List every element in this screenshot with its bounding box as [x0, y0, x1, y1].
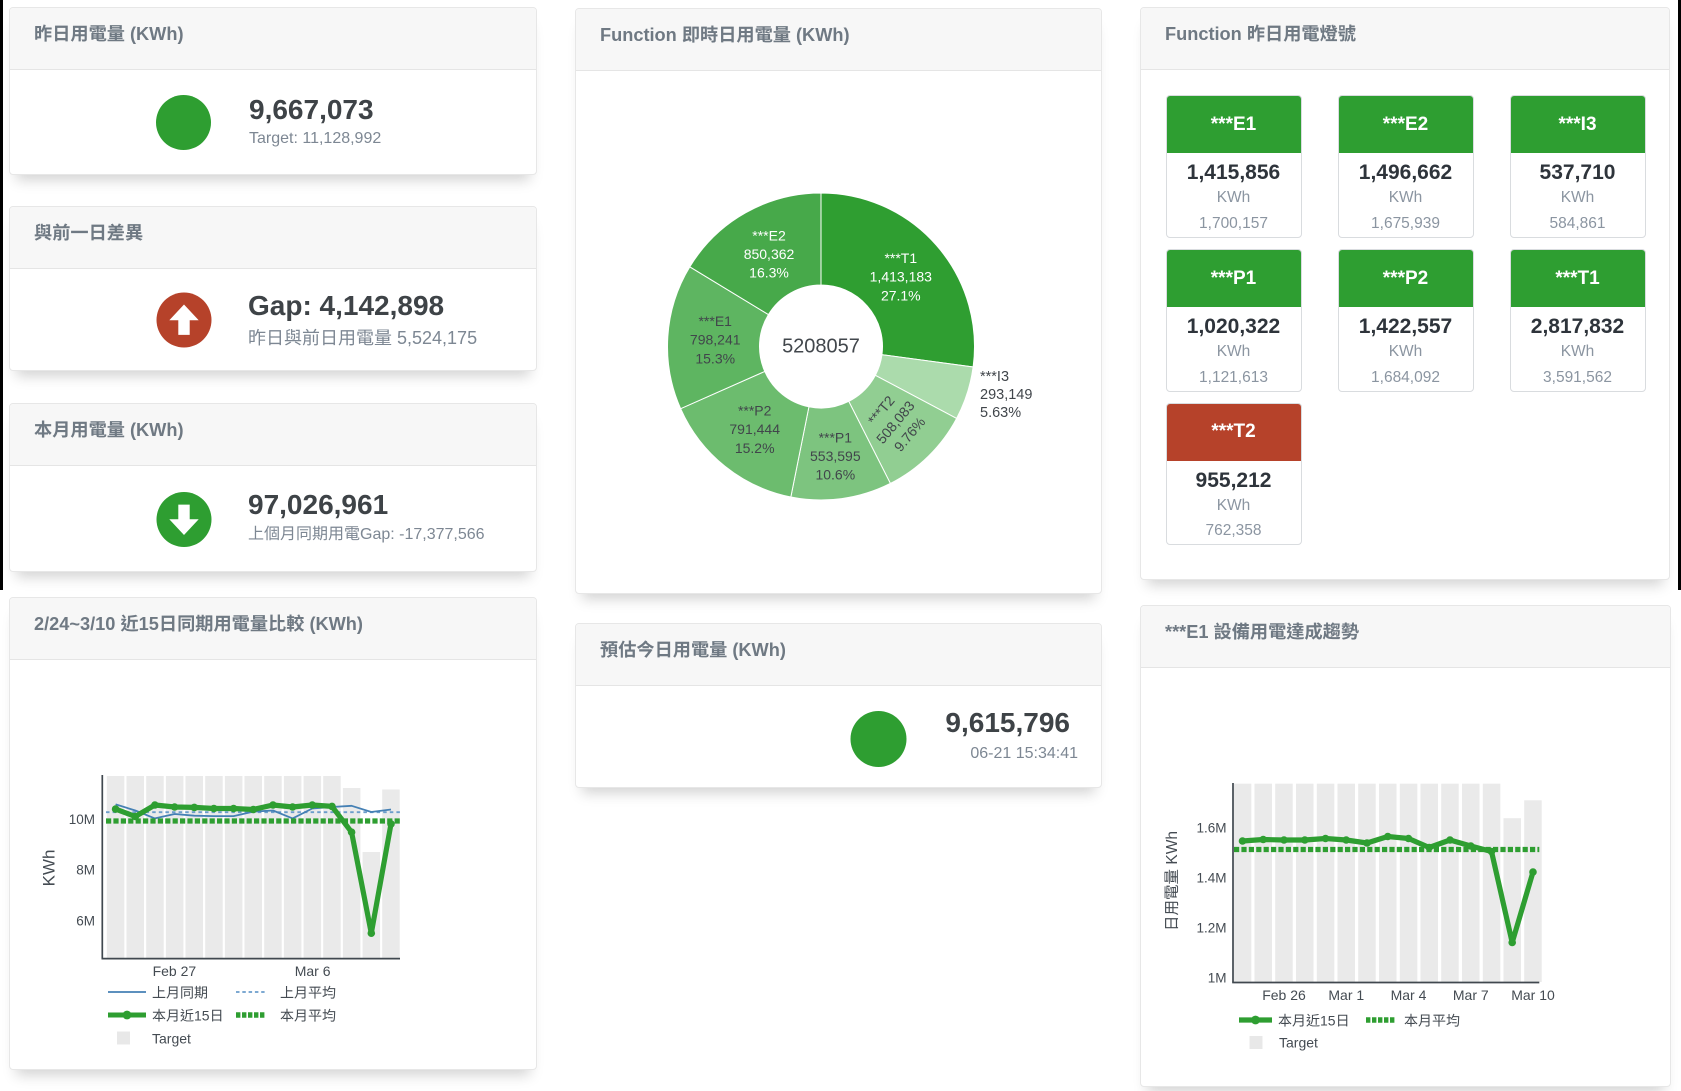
svg-text:KWh: KWh	[40, 850, 59, 887]
svg-text:本月近15日: 本月近15日	[1278, 1013, 1350, 1029]
svg-text:Feb 26: Feb 26	[1262, 987, 1306, 1003]
svg-text:Feb 27: Feb 27	[153, 963, 197, 979]
svg-text:本月近15日: 本月近15日	[152, 1008, 224, 1024]
svg-text:Mar 10: Mar 10	[1511, 987, 1555, 1003]
svg-text:***P2: ***P2	[738, 403, 772, 419]
svg-text:15.3%: 15.3%	[695, 350, 735, 366]
svg-text:5.63%: 5.63%	[980, 405, 1021, 421]
svg-text:27.1%: 27.1%	[881, 287, 921, 303]
svg-text:***E2: ***E2	[752, 228, 786, 244]
svg-text:Mar 1: Mar 1	[1328, 987, 1364, 1003]
svg-text:Mar 7: Mar 7	[1453, 987, 1489, 1003]
svg-text:293,149: 293,149	[980, 387, 1032, 403]
svg-text:Mar 6: Mar 6	[295, 963, 331, 979]
svg-text:1.2M: 1.2M	[1196, 921, 1226, 936]
svg-text:***P1: ***P1	[819, 429, 853, 445]
svg-text:1M: 1M	[1208, 971, 1227, 986]
svg-text:10.6%: 10.6%	[815, 467, 855, 483]
svg-text:***E1: ***E1	[698, 313, 732, 329]
svg-text:上月同期: 上月同期	[152, 985, 208, 1001]
svg-text:5208057: 5208057	[782, 336, 860, 358]
svg-text:本月平均: 本月平均	[280, 1008, 336, 1024]
svg-text:Mar 4: Mar 4	[1391, 987, 1427, 1003]
svg-text:上月平均: 上月平均	[280, 985, 336, 1001]
svg-text:6M: 6M	[76, 913, 95, 928]
svg-text:16.3%: 16.3%	[749, 265, 789, 281]
svg-text:1,413,183: 1,413,183	[870, 269, 932, 285]
svg-text:791,444: 791,444	[729, 421, 780, 437]
svg-text:***I3: ***I3	[980, 369, 1009, 385]
svg-text:Target: Target	[152, 1031, 191, 1047]
svg-text:日用電量 KWh: 日用電量 KWh	[1164, 831, 1181, 931]
svg-text:15.2%: 15.2%	[735, 440, 775, 456]
svg-text:850,362: 850,362	[744, 246, 795, 262]
svg-text:798,241: 798,241	[690, 332, 741, 348]
svg-text:1.6M: 1.6M	[1196, 821, 1226, 836]
svg-text:Target: Target	[1279, 1035, 1318, 1051]
svg-text:本月平均: 本月平均	[1404, 1013, 1460, 1029]
svg-text:8M: 8M	[76, 863, 95, 878]
svg-text:10M: 10M	[69, 812, 95, 827]
svg-text:***T1: ***T1	[884, 250, 917, 266]
svg-text:1.4M: 1.4M	[1196, 871, 1226, 886]
svg-text:553,595: 553,595	[810, 448, 861, 464]
